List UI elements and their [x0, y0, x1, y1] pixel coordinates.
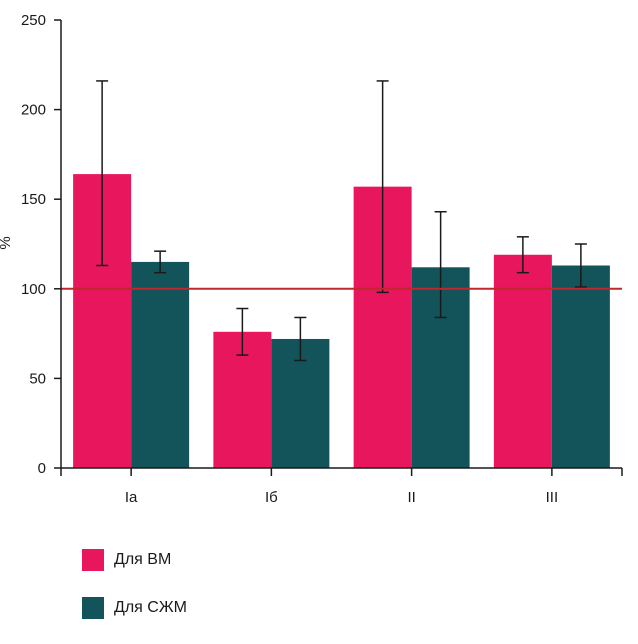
legend-label-szhm: Для СЖМ	[114, 599, 187, 616]
y-tick-label-200: 200	[21, 102, 46, 119]
y-axis-label: %	[0, 236, 14, 249]
x-tick-label-III: III	[546, 489, 559, 506]
bar-Ia-series-1	[131, 261, 190, 468]
x-tick-label-Iб: Iб	[265, 489, 278, 506]
legend-item-vm: Для ВМ	[82, 548, 187, 572]
legend-item-szhm: Для СЖМ	[82, 596, 187, 620]
y-tick-label-100: 100	[21, 281, 46, 298]
y-tick-label-0: 0	[38, 460, 46, 477]
legend-swatch-vm	[82, 549, 104, 571]
legend-label-vm: Для ВМ	[114, 551, 172, 568]
x-tick-label-II: II	[407, 489, 415, 506]
bar-III-series-1	[551, 265, 610, 468]
y-tick-label-250: 250	[21, 12, 46, 29]
legend: Для ВМ Для СЖМ	[82, 548, 187, 644]
error-bars-layer	[96, 80, 587, 362]
x-tick-label-Ia: Ia	[125, 489, 138, 506]
legend-swatch-szhm	[82, 597, 104, 619]
bars-layer	[73, 174, 610, 468]
y-tick-label-150: 150	[21, 191, 46, 208]
bar-III-series-0	[493, 254, 552, 468]
y-tick-label-50: 50	[29, 370, 46, 387]
